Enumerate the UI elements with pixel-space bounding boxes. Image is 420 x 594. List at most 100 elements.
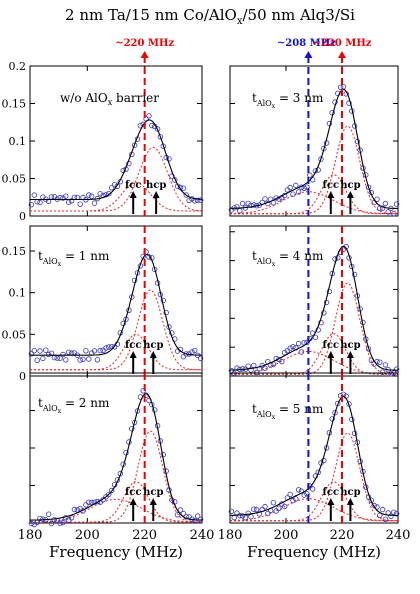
data-point [97,347,103,354]
data-point [97,191,103,197]
data-point [129,426,135,432]
data-point [94,498,101,505]
data-point [180,510,187,517]
data-point [377,359,383,365]
hcp-component-curve [230,125,398,215]
data-point [154,126,161,132]
data-point [43,347,49,353]
data-point [318,320,324,326]
x-tick-label: 240 [386,528,411,543]
data-point [88,193,95,199]
data-point [174,348,181,354]
data-point [298,349,305,355]
y-tick-label: 0.1 [9,287,27,300]
x-axis-label: Frequency (MHz) [49,543,183,561]
x-tick-label: 200 [75,528,100,543]
data-point [287,491,293,498]
hcp-arrowhead [346,498,354,505]
data-point [301,185,307,191]
figure-title: 2 nm Ta/15 nm Co/AlOx/50 nm Alq3/Si [0,6,420,27]
x-tick-label: 180 [218,528,243,543]
plot-frame [29,225,203,377]
data-point [248,202,254,209]
fcc-arrowhead [129,351,137,358]
hcp-label: hcp [146,180,166,191]
data-point [57,520,63,526]
data-point [251,506,257,512]
data-point [304,491,310,497]
data-point [71,506,78,513]
data-point [86,356,92,362]
data-point [166,156,172,162]
data-point [48,520,55,527]
data-point [131,142,138,148]
data-point [256,511,263,517]
data-point [51,517,58,523]
data-point [163,309,169,316]
data-point [28,351,35,357]
data-point [37,348,43,354]
marker-arrowhead [304,51,313,58]
hcp-component-curve [230,432,398,522]
data-point [382,516,389,522]
hcp-component-curve [29,146,203,212]
panel-label: tAlOx = 3 nm [252,91,324,110]
data-point [160,297,166,304]
data-point [337,84,344,90]
marker-arrowhead [140,51,149,58]
data-point [290,497,296,504]
data-point [379,369,386,375]
marker-arrowhead [338,51,346,58]
data-point [31,192,37,198]
x-tick-label: 240 [190,528,215,543]
fcc-label: fcc [125,340,141,351]
data-point [265,510,271,517]
plot-frame [229,372,399,524]
data-point [77,201,83,207]
data-point [346,100,352,106]
data-point [332,256,338,262]
x-tick-label: 220 [330,528,355,543]
x-axis-label: Frequency (MHz) [247,543,381,561]
data-point [106,491,112,498]
data-point [91,200,98,206]
hcp-label: hcp [143,487,163,498]
label-220mhz: ~220 MHz [313,38,372,49]
data-point [290,344,296,350]
data-point [253,369,260,376]
data-point [279,358,285,365]
x-tick-label: 200 [274,528,299,543]
data-point [60,351,66,358]
data-point [251,202,257,208]
hcp-arrowhead [149,498,157,505]
data-point [245,510,251,516]
data-point [307,172,313,178]
hcp-arrowhead [346,351,354,358]
data-point [237,513,243,519]
data-point [239,200,246,207]
y-tick-label: 0 [19,210,26,223]
data-point [228,508,235,515]
data-point [28,520,35,527]
data-point [91,348,98,354]
data-point [253,506,260,513]
data-point [45,511,52,517]
y-tick-label: 0.05 [2,328,27,341]
data-point [108,185,115,191]
y-tick-label: 0.15 [2,98,27,111]
data-point [63,193,69,199]
data-point [106,190,112,197]
data-point [340,83,347,90]
data-point [86,192,92,198]
fcc-component-curve [30,333,202,371]
data-point [393,366,400,372]
hcp-label: hcp [143,340,163,351]
data-point [197,355,204,362]
data-point [351,271,358,278]
data-point [293,496,299,502]
data-point [318,156,324,162]
data-point [63,357,69,363]
title-part-sub: x [236,16,243,27]
fit-curve [30,253,203,356]
data-point [86,499,92,505]
